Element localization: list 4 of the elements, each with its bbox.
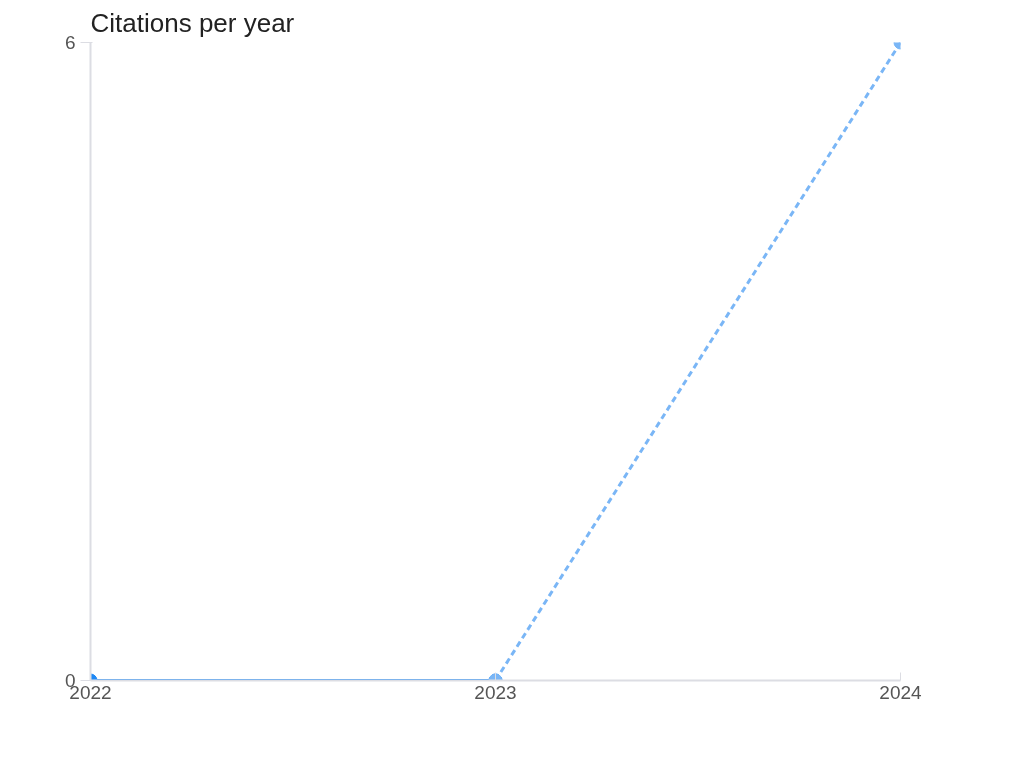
x-tick-label: 2024 bbox=[879, 681, 923, 703]
x-tick-label: 2023 bbox=[474, 681, 517, 703]
chart-title: Citations per year bbox=[90, 7, 295, 38]
y-tick-label: 6 bbox=[64, 32, 76, 53]
